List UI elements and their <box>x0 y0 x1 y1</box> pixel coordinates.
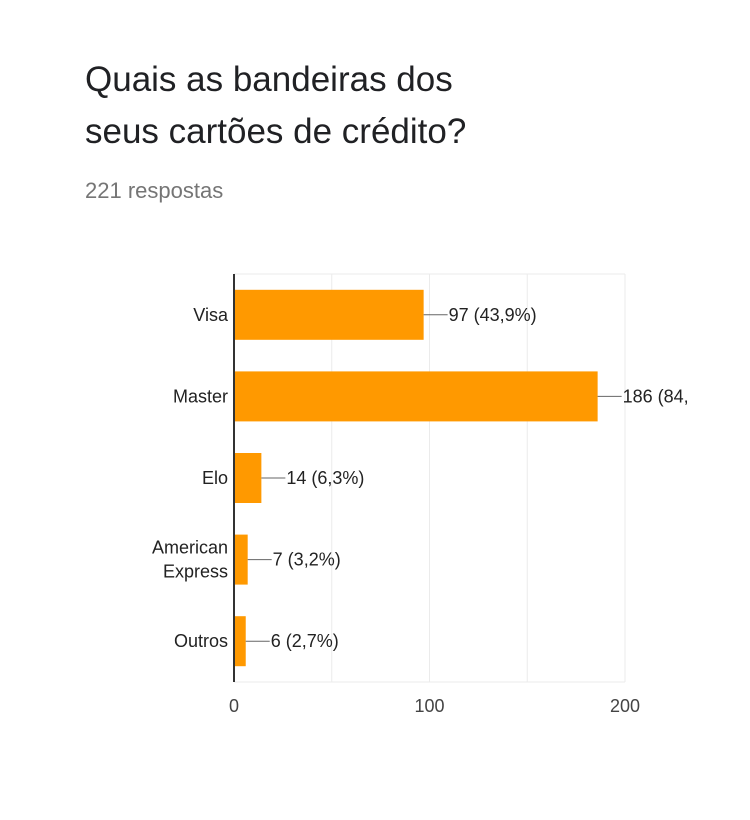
data-label-1: 186 (84,2%) <box>623 386 721 406</box>
x-tick-label-1: 100 <box>414 696 444 716</box>
category-label-3: American Express <box>152 538 228 582</box>
question-title-line-2: seus cartões de crédito? <box>85 112 467 151</box>
x-tick-label-0: 0 <box>229 696 239 716</box>
bar-layer <box>234 289 598 667</box>
bar-1 <box>234 371 598 422</box>
data-label-3: 7 (3,2%) <box>273 550 341 570</box>
category-label-1: Master <box>173 386 228 406</box>
bar-0 <box>234 289 424 340</box>
category-label-3-line-0: American <box>152 538 228 558</box>
category-label-1-line-0: Master <box>173 386 228 406</box>
category-label-4-line-0: Outros <box>174 631 228 651</box>
category-label-0-line-0: Visa <box>193 305 229 325</box>
data-label-2: 14 (6,3%) <box>286 468 364 488</box>
x-tick-label-2: 200 <box>610 696 640 716</box>
category-label-4: Outros <box>174 631 228 651</box>
bar-4 <box>234 616 246 667</box>
tick-layer: Visa Master Elo American Express Outros 0 100 20… <box>152 305 640 716</box>
response-count: 221 respostas <box>85 178 224 203</box>
category-label-3-line-1: Express <box>163 562 228 582</box>
bar-3 <box>234 534 248 585</box>
bar-2 <box>234 453 262 503</box>
data-label-0: 97 (43,9%) <box>449 305 537 325</box>
data-label-4: 6 (2,7%) <box>271 631 339 651</box>
category-label-2: Elo <box>202 468 228 488</box>
label-layer: 97 (43,9%) 186 (84,2%) 14 (6,3%) 7 (3,2%) 6 … <box>245 305 721 651</box>
question-title: Quais as bandeiras dos seus cartões de cr… <box>85 54 605 158</box>
category-label-2-line-0: Elo <box>202 468 228 488</box>
question-title-line-1: Quais as bandeiras dos <box>85 60 453 99</box>
grid-layer <box>234 273 626 683</box>
category-label-0: Visa <box>193 305 229 325</box>
